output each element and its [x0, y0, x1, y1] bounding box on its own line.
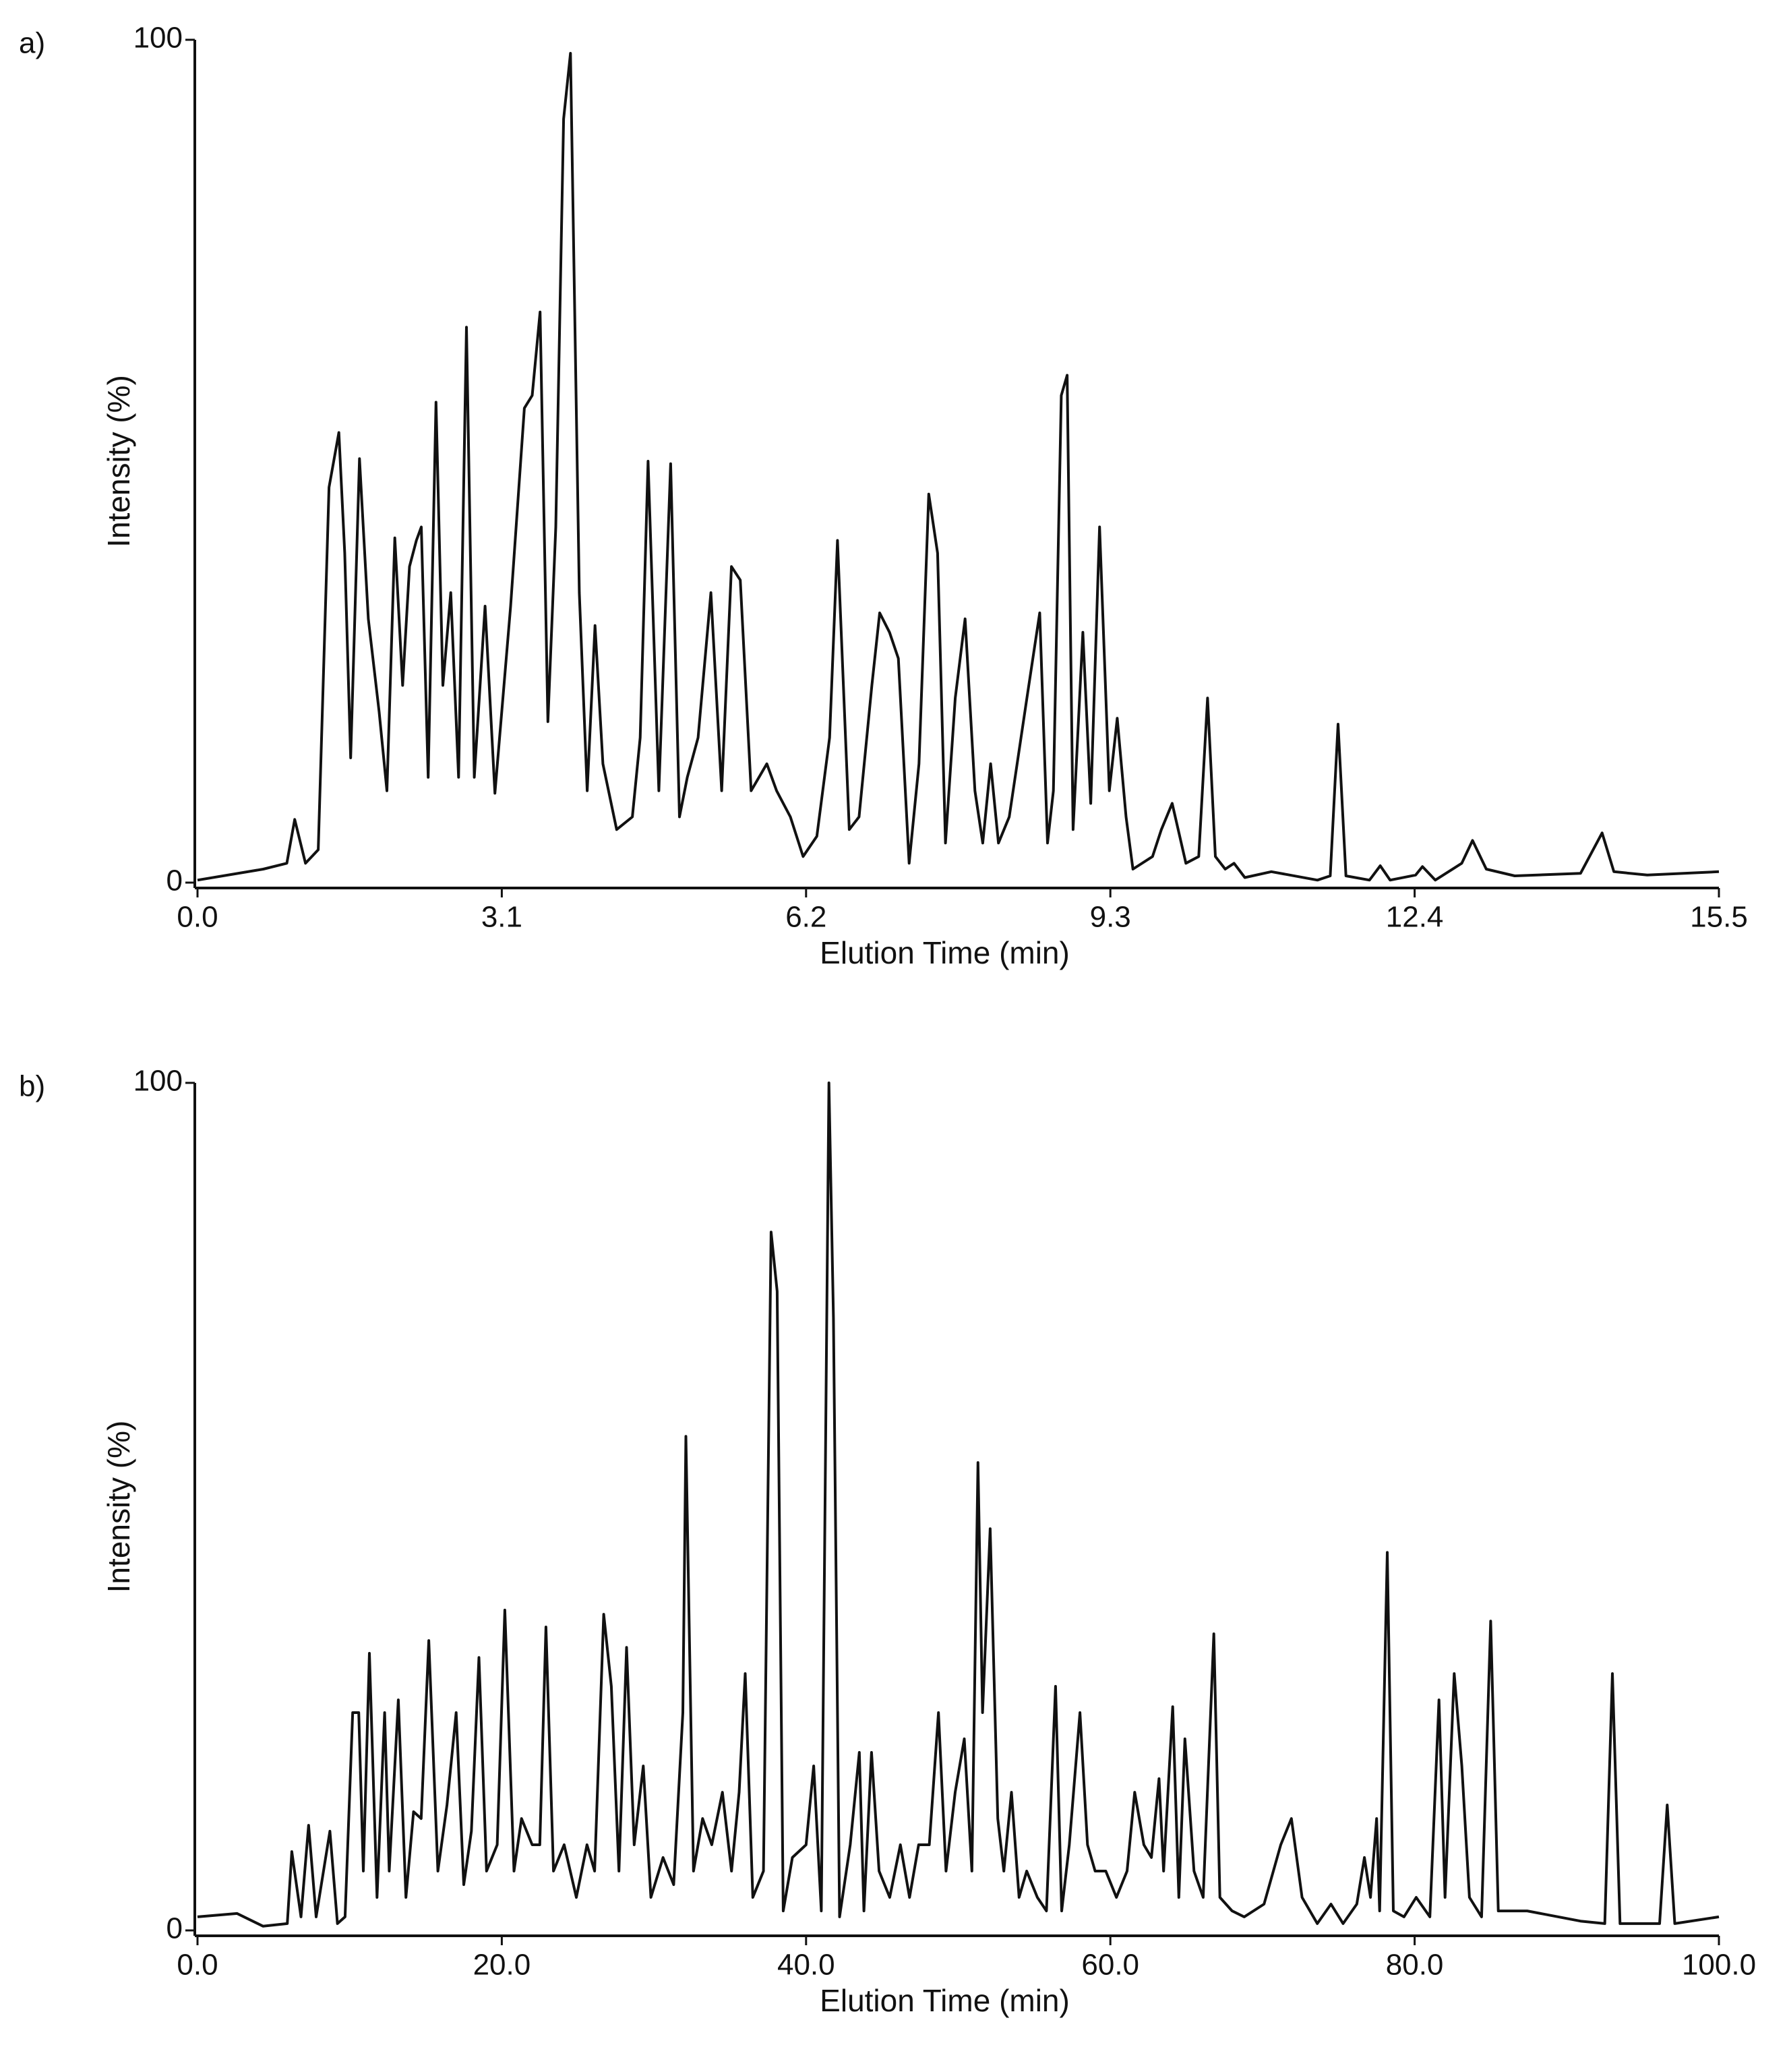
x-tick-label: 40.0 [777, 1949, 835, 1982]
x-tick-label: 3.1 [481, 901, 522, 934]
y-tick-label: 100 [133, 22, 183, 55]
y-tick-label: 0 [166, 1912, 183, 1945]
x-tick-label: 60.0 [1081, 1949, 1139, 1982]
x-axis-label: Elution Time (min) [820, 1983, 1070, 2018]
x-axis-label: Elution Time (min) [820, 935, 1070, 970]
x-tick-label: 20.0 [473, 1949, 531, 1982]
trace [197, 1082, 1720, 1928]
y-axis-label: Intensity (%) [101, 375, 136, 547]
x-tick-label: 100.0 [1682, 1949, 1756, 1982]
y-tick-label: 100 [133, 1065, 183, 1098]
y-axis-label: Intensity (%) [101, 1421, 136, 1593]
panel-label: a) [19, 27, 45, 60]
x-tick-label: 9.3 [1090, 901, 1131, 934]
x-tick-label: 12.4 [1386, 901, 1444, 934]
x-tick-label: 15.5 [1690, 901, 1748, 934]
y-tick-label: 0 [166, 864, 183, 897]
x-tick-label: 80.0 [1386, 1949, 1444, 1982]
trace [197, 52, 1720, 882]
x-tick-label: 6.2 [785, 901, 826, 934]
panel-label: b) [19, 1070, 45, 1103]
x-tick-label: 0.0 [177, 1949, 218, 1982]
x-tick-label: 0.0 [177, 901, 218, 934]
